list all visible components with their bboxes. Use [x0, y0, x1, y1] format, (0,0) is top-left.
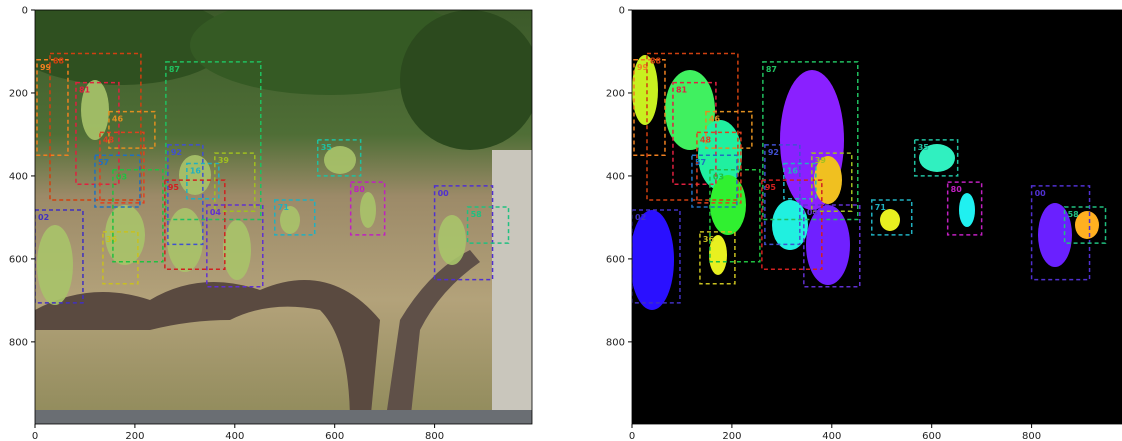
y-tick-label: 600: [606, 254, 625, 265]
photo: [10, 0, 540, 424]
box-label: 46: [112, 115, 124, 124]
y-tick-label: 800: [606, 337, 625, 348]
box-label: 00: [1035, 189, 1047, 198]
box-label: 03: [713, 173, 724, 182]
box-label: 95: [168, 183, 180, 192]
box-label: 39: [218, 156, 230, 165]
box-label: 48: [700, 135, 712, 144]
y-tick-label: 400: [9, 171, 28, 182]
y-tick-label: 200: [9, 88, 28, 99]
box-label: 39: [815, 156, 827, 165]
box-label: 58: [471, 210, 483, 219]
box-label: 81: [676, 86, 688, 95]
y-tick-label: 600: [9, 254, 28, 265]
box-label: 00: [438, 189, 450, 198]
box-label: 03: [116, 173, 127, 182]
y-tick-label: 0: [22, 6, 28, 17]
box-label: 87: [766, 65, 777, 74]
box-label: 04: [210, 208, 222, 217]
x-tick-label: 0: [32, 431, 38, 441]
box-label: 02: [38, 213, 49, 222]
y-tick-label: 0: [619, 6, 625, 17]
y-tick-label: 800: [9, 337, 28, 348]
box-label: 88: [650, 57, 662, 66]
x-tick-label: 800: [425, 431, 444, 441]
box-label: 87: [169, 65, 180, 74]
box-label: 80: [354, 185, 366, 194]
figure: 9988814648573603879295163904713580005802…: [0, 0, 1122, 441]
box-label: 16: [787, 166, 799, 175]
box-label: 58: [1068, 210, 1080, 219]
box-label: 57: [98, 158, 109, 167]
x-tick-label: 400: [225, 431, 244, 441]
y-tick-label: 200: [606, 88, 625, 99]
box-label: 95: [765, 183, 777, 192]
x-tick-label: 800: [1022, 431, 1041, 441]
box-label: 71: [875, 203, 887, 212]
box-label: 92: [171, 148, 182, 157]
y-tick-label: 400: [606, 171, 625, 182]
box-label: 16: [190, 166, 202, 175]
x-tick-label: 600: [922, 431, 941, 441]
box-label: 88: [53, 57, 65, 66]
box-label: 04: [807, 208, 819, 217]
box-label: 81: [79, 86, 91, 95]
box-label: 57: [695, 158, 706, 167]
x-tick-label: 400: [822, 431, 841, 441]
box-label: 02: [635, 213, 646, 222]
box-label: 46: [709, 115, 721, 124]
x-tick-label: 600: [325, 431, 344, 441]
box-label: 35: [321, 143, 333, 152]
x-tick-label: 200: [125, 431, 144, 441]
box-label: 35: [918, 143, 930, 152]
box-label: 80: [951, 185, 963, 194]
box-label: 36: [703, 235, 715, 244]
x-tick-label: 200: [722, 431, 741, 441]
mask: [630, 10, 1122, 424]
x-tick-label: 0: [629, 431, 635, 441]
box-label: 36: [106, 235, 118, 244]
box-label: 71: [278, 203, 290, 212]
box-label: 48: [103, 135, 115, 144]
box-label: 92: [768, 148, 779, 157]
